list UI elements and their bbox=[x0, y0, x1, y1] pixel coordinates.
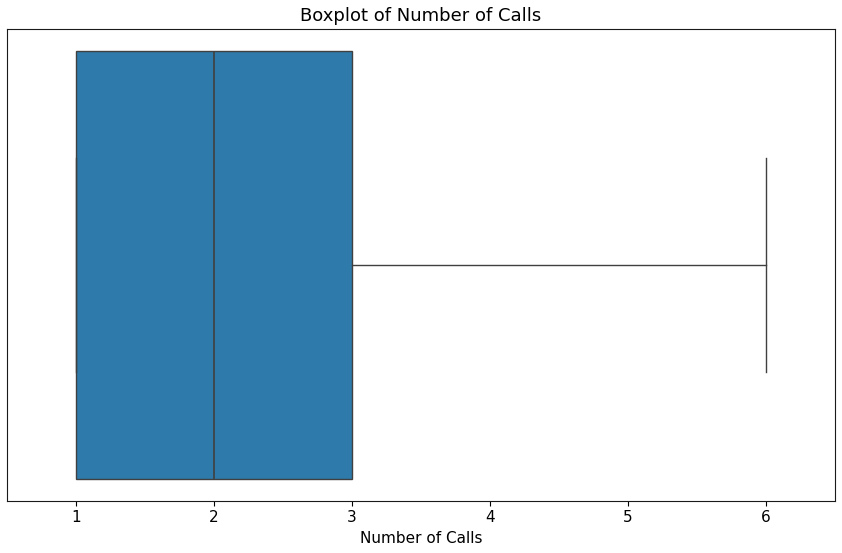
Title: Boxplot of Number of Calls: Boxplot of Number of Calls bbox=[301, 7, 541, 25]
X-axis label: Number of Calls: Number of Calls bbox=[360, 531, 482, 546]
PathPatch shape bbox=[76, 51, 352, 479]
